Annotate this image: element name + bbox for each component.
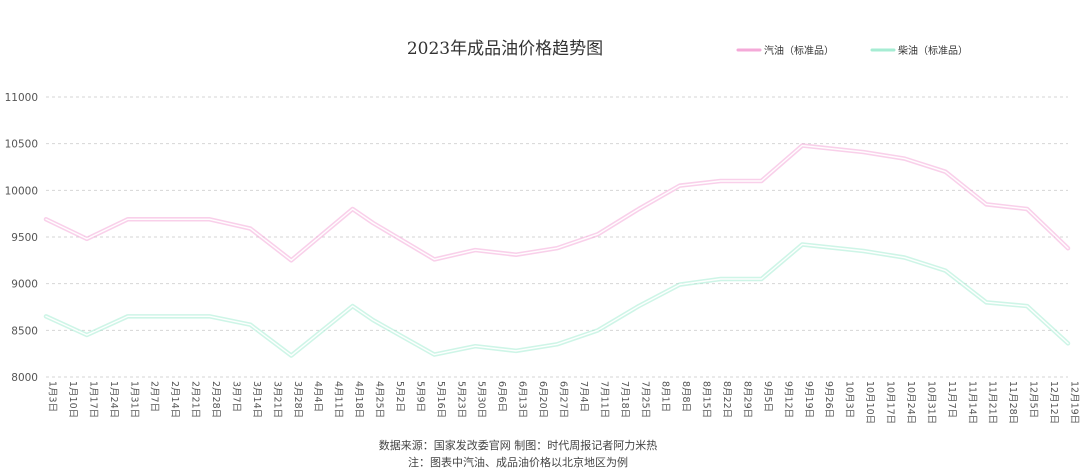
x-tick-label: 9月19日 xyxy=(803,381,814,418)
x-tick-label: 3月28日 xyxy=(292,381,303,418)
series-line-gasoline-inner xyxy=(45,144,1069,262)
x-tick-label: 6月27日 xyxy=(558,381,569,418)
x-tick-label: 7月18日 xyxy=(619,381,630,418)
x-tick-label: 11月7日 xyxy=(946,381,957,418)
x-tick-label: 1月3日 xyxy=(47,381,58,412)
y-tick-label: 8500 xyxy=(11,325,38,337)
x-tick-label: 6月13日 xyxy=(517,381,528,418)
x-tick-label: 8月15日 xyxy=(701,381,712,418)
x-tick-label: 4月25日 xyxy=(374,381,385,418)
x-tick-label: 8月1日 xyxy=(660,381,671,412)
x-tick-label: 10月31日 xyxy=(925,381,936,424)
y-tick-label: 9000 xyxy=(11,279,38,291)
y-tick-label: 9500 xyxy=(11,232,38,244)
x-tick-label: 8月29日 xyxy=(741,381,752,418)
y-tick-label: 10000 xyxy=(5,185,38,197)
x-tick-label: 12月19日 xyxy=(1069,381,1080,424)
x-tick-label: 6月6日 xyxy=(496,381,507,412)
x-tick-label: 5月9日 xyxy=(414,381,425,412)
x-tick-label: 11月14日 xyxy=(966,381,977,424)
y-axis: 8000 8500 9000 9500 10000 10500 11000 xyxy=(5,92,38,384)
x-tick-label: 4月18日 xyxy=(353,381,364,418)
legend-item-diesel: 柴油（标准品） xyxy=(870,44,968,57)
source-note: 数据来源：国家发改委官网 制图：时代周报记者阿力米热 xyxy=(379,438,658,452)
x-tick-label: 2月14日 xyxy=(169,381,180,418)
legend-label-diesel: 柴油（标准品） xyxy=(898,44,968,57)
x-tick-label: 5月23日 xyxy=(455,381,466,418)
gridlines xyxy=(46,96,1068,378)
x-tick-label: 10月10日 xyxy=(864,381,875,424)
x-tick-label: 7月25日 xyxy=(639,381,650,418)
x-tick-label: 5月2日 xyxy=(394,381,405,412)
y-tick-label: 10500 xyxy=(5,139,38,151)
x-tick-label: 9月12日 xyxy=(782,381,793,418)
x-tick-label: 10月24日 xyxy=(905,381,916,424)
x-tick-label: 5月16日 xyxy=(435,381,446,418)
x-tick-label: 2月7日 xyxy=(149,381,160,412)
legend-label-gasoline: 汽油（标准品） xyxy=(764,44,834,57)
x-tick-label: 5月30日 xyxy=(476,381,487,418)
x-tick-label: 2月28日 xyxy=(210,381,221,418)
x-tick-label: 6月20日 xyxy=(537,381,548,418)
x-tick-label: 3月21日 xyxy=(271,381,282,418)
x-tick-label: 4月4日 xyxy=(312,381,323,412)
series-line-diesel-inner xyxy=(45,243,1069,357)
x-tick-label: 3月7日 xyxy=(230,381,241,412)
x-tick-label: 3月14日 xyxy=(251,381,262,418)
x-tick-label: 10月17日 xyxy=(885,381,896,424)
x-axis: 1月3日 1月10日 1月17日 1月24日 1月31日 2月7日 2月14日 2月21日 2月… xyxy=(47,381,1080,424)
x-tick-label: 1月31日 xyxy=(128,381,139,418)
x-tick-label: 11月28日 xyxy=(1007,381,1018,424)
x-tick-label: 9月5日 xyxy=(762,381,773,412)
x-tick-label: 10月3日 xyxy=(844,381,855,418)
x-tick-label: 9月26日 xyxy=(823,381,834,418)
x-tick-label: 7月4日 xyxy=(578,381,589,412)
x-tick-label: 2月21日 xyxy=(190,381,201,418)
x-tick-label: 1月24日 xyxy=(108,381,119,418)
y-tick-label: 8000 xyxy=(11,372,38,384)
x-tick-label: 8月22日 xyxy=(721,381,732,418)
chart-title: 2023年成品油价格趋势图 xyxy=(407,39,603,59)
series-line-gasoline-outer xyxy=(43,143,1071,263)
y-tick-label: 11000 xyxy=(5,92,38,104)
legend-item-gasoline: 汽油（标准品） xyxy=(736,44,834,57)
x-tick-label: 8月8日 xyxy=(680,381,691,412)
x-tick-label: 11月21日 xyxy=(987,381,998,424)
x-tick-label: 7月11日 xyxy=(598,381,609,418)
x-tick-label: 4月11日 xyxy=(333,381,344,418)
x-tick-label: 12月5日 xyxy=(1028,381,1039,418)
footnote: 注：图表中汽油、成品油价格以北京地区为例 xyxy=(408,455,628,469)
x-tick-label: 12月12日 xyxy=(1048,381,1059,424)
x-tick-label: 1月10日 xyxy=(67,381,78,418)
series-lines xyxy=(43,143,1071,358)
chart-legend: 汽油（标准品） 柴油（标准品） xyxy=(736,44,968,57)
x-tick-label: 1月17日 xyxy=(87,381,98,418)
